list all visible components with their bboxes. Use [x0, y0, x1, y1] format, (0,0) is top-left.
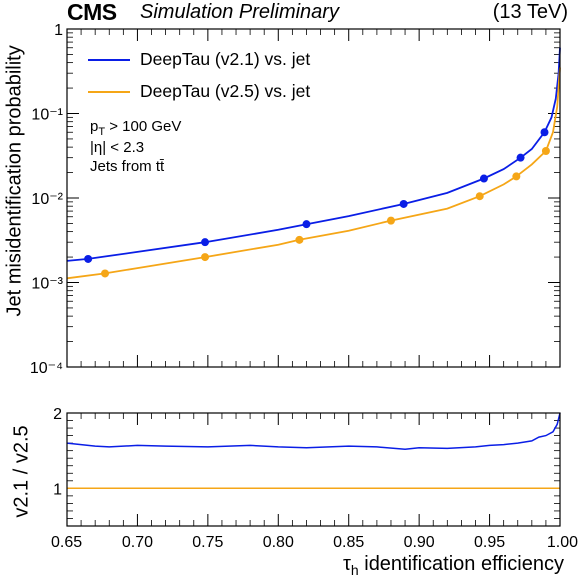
- top-y-tick-label: 10⁻²: [31, 191, 63, 208]
- x-tick-label: 0.80: [263, 534, 294, 551]
- x-tick-label: 0.70: [122, 534, 153, 551]
- top-panel-series: [66, 47, 561, 280]
- legend-label-v25: DeepTau (v2.5) vs. jet: [140, 81, 311, 101]
- legend: [88, 59, 130, 93]
- marker-v25: [512, 172, 521, 181]
- annotation-eta-cut: |η| < 2.3: [90, 139, 145, 156]
- x-tick-label: 0.90: [404, 534, 435, 551]
- status-label: Simulation Preliminary: [140, 1, 339, 23]
- top-y-axis-label: Jet misidentification probability: [3, 45, 26, 317]
- bottom-y-tick-label: 2: [53, 406, 62, 423]
- x-tick-label: 0.65: [51, 534, 82, 551]
- bottom-y-axis-label: v2.1 / v2.5: [10, 425, 33, 518]
- experiment-label: CMS: [67, 0, 117, 25]
- marker-v21: [84, 254, 93, 263]
- top-panel-ticks: 10⁻⁴ 10⁻³ 10⁻² 10⁻¹ 1: [30, 22, 560, 377]
- annotation-sample: Jets from tt̄: [90, 158, 165, 175]
- series-line-v21: [66, 47, 561, 262]
- marker-v21: [399, 199, 408, 208]
- x-tick-label: 0.75: [192, 534, 223, 551]
- x-axis-label-sub: h: [350, 562, 359, 578]
- marker-v25: [101, 269, 110, 278]
- marker-v21: [302, 220, 311, 229]
- marker-v25: [541, 146, 550, 155]
- marker-v21: [540, 128, 549, 137]
- legend-label-v21: DeepTau (v2.1) vs. jet: [140, 49, 311, 69]
- x-axis-label-main: τ: [342, 553, 351, 575]
- top-panel-frame: [66, 28, 561, 368]
- marker-v21: [201, 238, 210, 247]
- bottom-panel-series: [66, 412, 561, 490]
- x-tick-label: 1.00: [547, 534, 578, 551]
- marker-v25: [201, 253, 210, 262]
- marker-v21: [479, 174, 488, 183]
- ratio-line: [66, 412, 561, 450]
- top-y-tick-label: 10⁻¹: [31, 107, 63, 124]
- series-line-v25: [66, 67, 561, 280]
- marker-v25: [386, 216, 395, 225]
- bottom-panel-frame: [66, 412, 561, 527]
- top-y-tick-label: 10⁻⁴: [30, 360, 63, 377]
- x-axis-label-rest: identification efficiency: [358, 553, 564, 575]
- top-y-tick-label: 10⁻³: [31, 276, 63, 293]
- annotation-pt-cut: pT > 100 GeV: [90, 118, 181, 141]
- energy-label: (13 TeV): [492, 1, 568, 23]
- marker-v21: [516, 153, 525, 162]
- x-axis-label: τh identification efficiency: [343, 553, 564, 578]
- marker-v25: [475, 192, 484, 201]
- marker-v25: [295, 235, 304, 244]
- top-y-tick-label: 1: [54, 22, 63, 39]
- x-tick-label: 0.85: [333, 534, 364, 551]
- annotation-pt-rest: > 100 GeV: [105, 118, 182, 135]
- annotation-pt-symbol: p: [90, 118, 99, 135]
- x-tick-label: 0.95: [474, 534, 505, 551]
- annotation-pt-sub: T: [98, 126, 106, 138]
- bottom-y-tick-label: 1: [53, 481, 62, 498]
- bottom-panel-ticks: 0.65 0.70 0.75 0.80 0.85 0.90 0.95 1.00 1 2: [51, 406, 578, 551]
